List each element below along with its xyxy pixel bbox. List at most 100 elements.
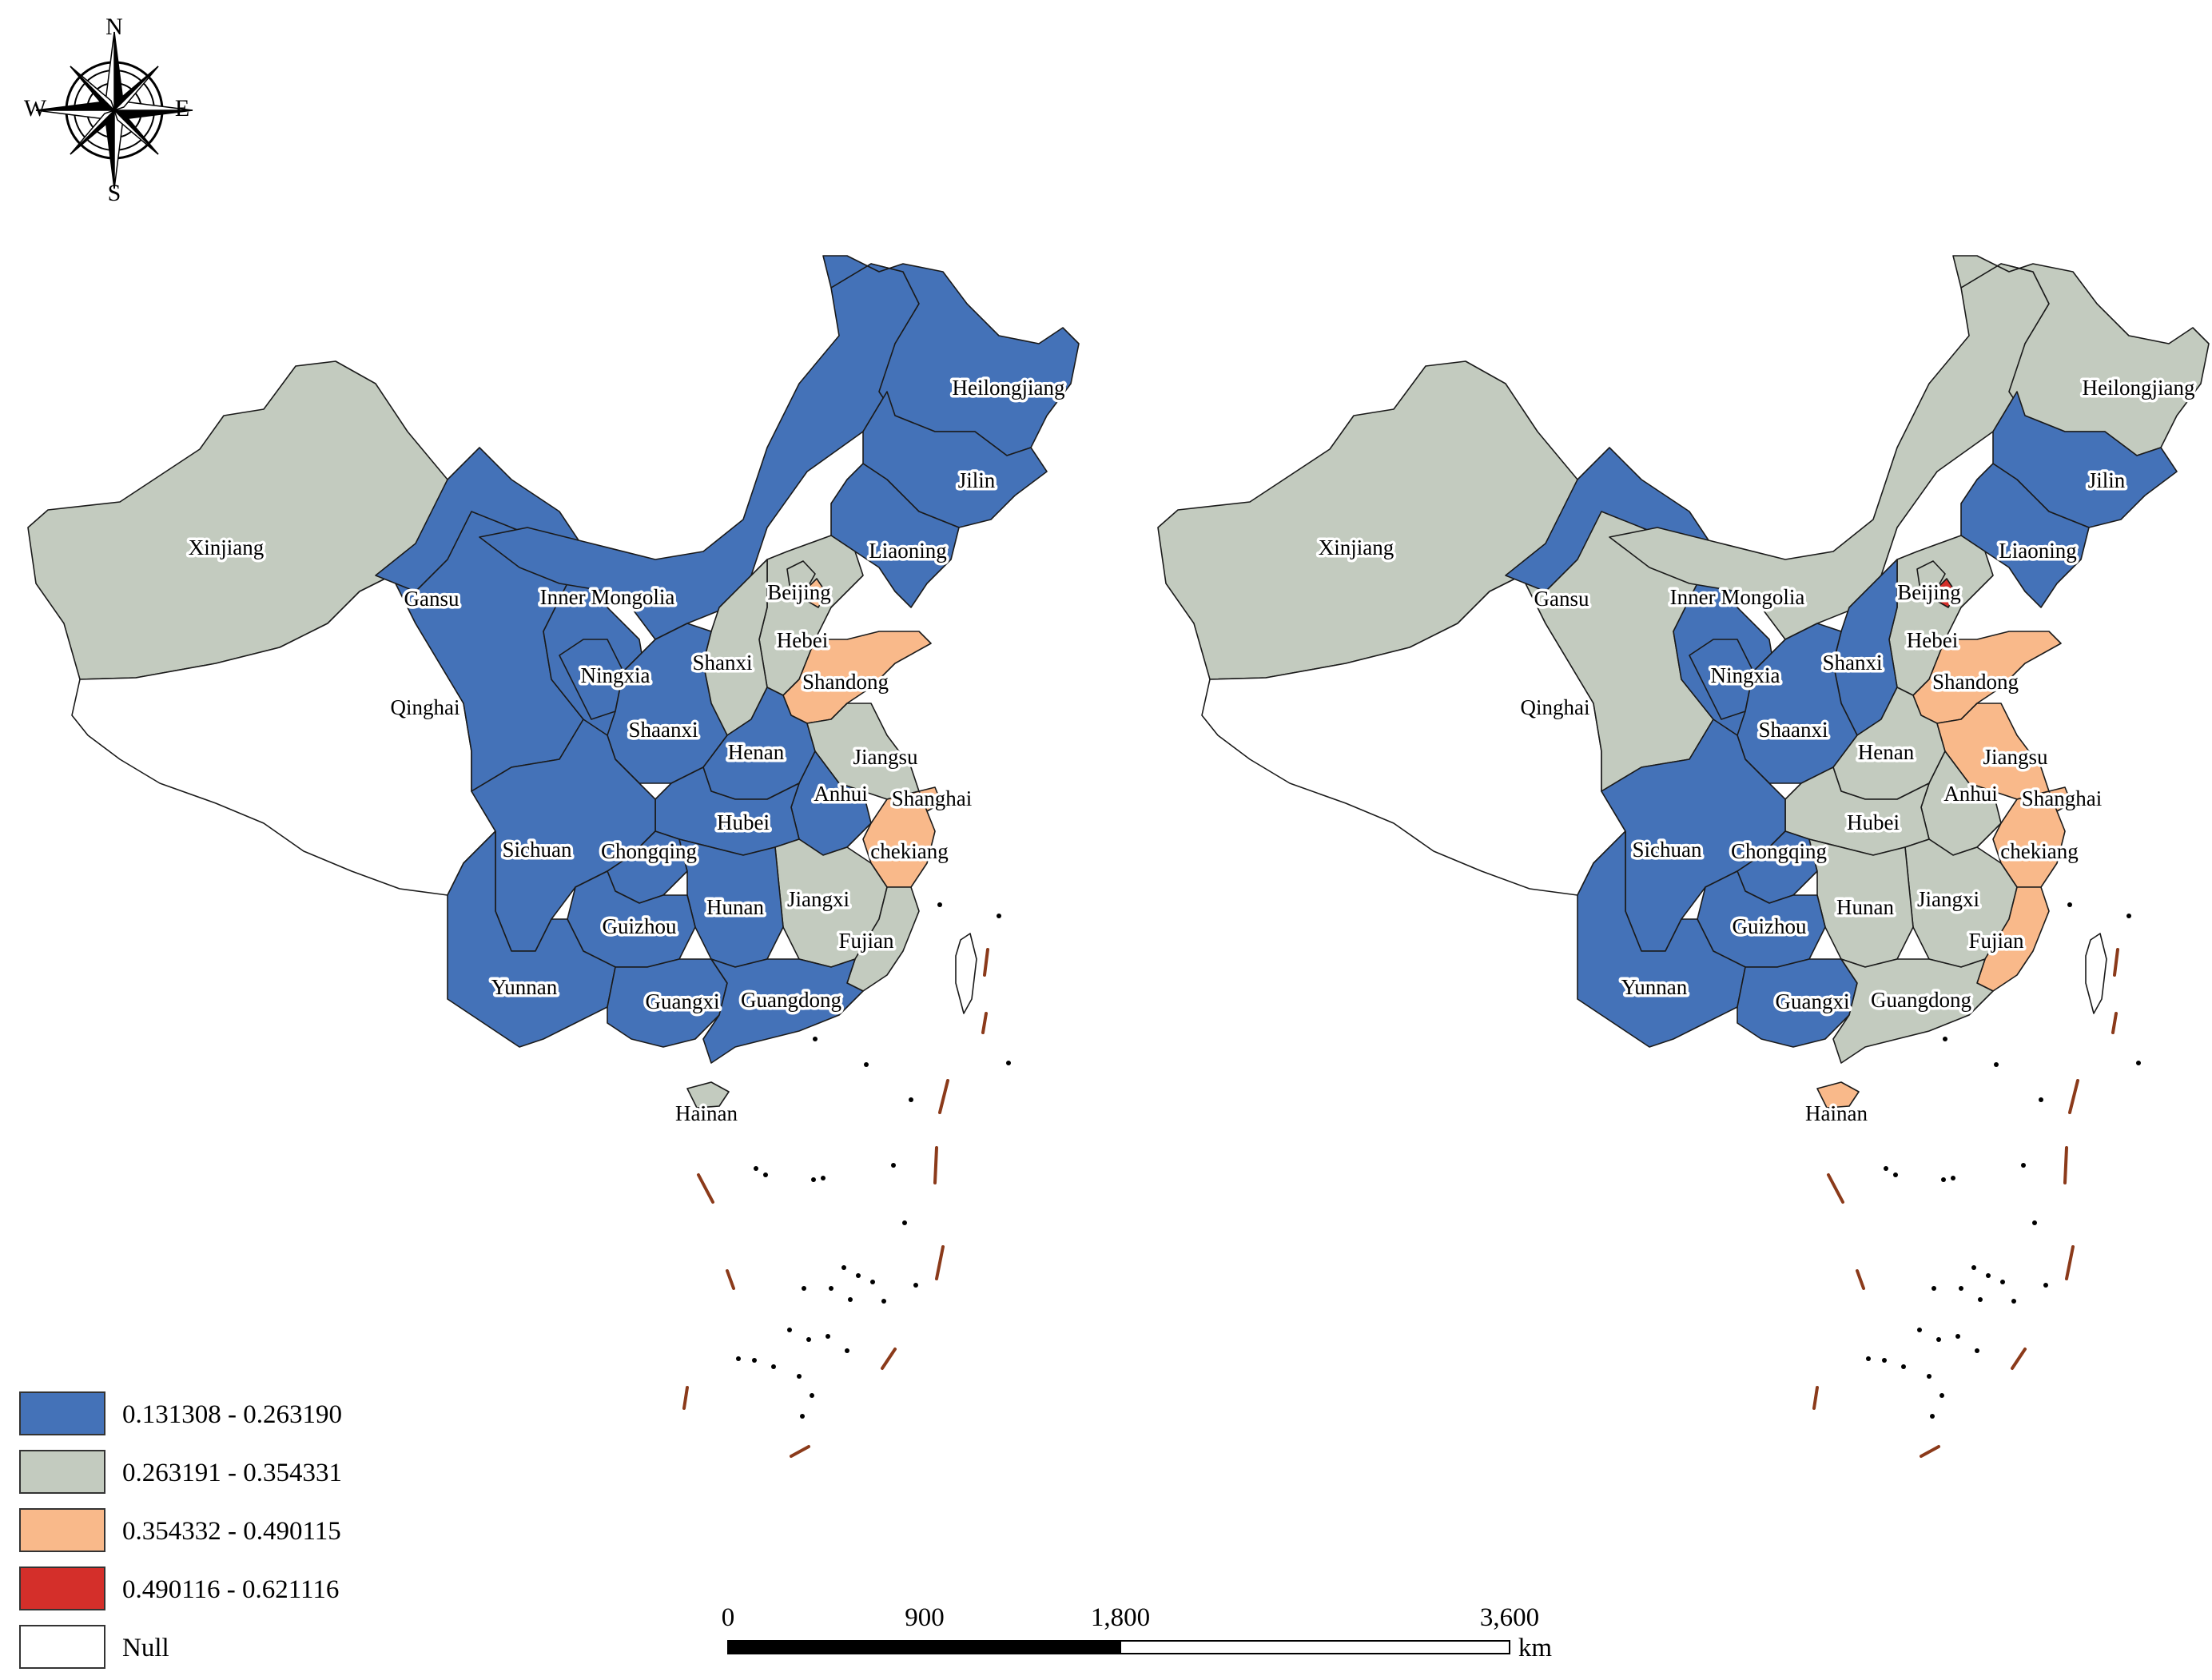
province-label-beijing: Beijing	[767, 580, 831, 604]
island-dot	[1971, 1265, 1976, 1270]
province-label-heilongjiang: Heilongjiang	[2083, 376, 2195, 400]
nine-dash-segment	[1812, 1386, 1819, 1410]
province-label-jiangxi: Jiangxi	[1917, 887, 1979, 911]
island-dot	[2043, 1283, 2048, 1288]
nine-dash-segment	[1920, 1445, 1940, 1458]
province-label-henan: Henan	[728, 740, 785, 764]
island-dot	[813, 1037, 818, 1041]
island-dot	[810, 1393, 814, 1398]
province-label-shanghai: Shanghai	[2022, 786, 2103, 810]
legend-swatch	[19, 1567, 105, 1610]
island-dot	[2039, 1097, 2043, 1102]
nine-dash-segment	[790, 1445, 810, 1458]
province-label-hainan: Hainan	[1805, 1101, 1868, 1125]
island-dot	[1884, 1166, 1888, 1171]
island-dot	[2067, 902, 2072, 907]
map-left: Xinjiang Gansu Inner Mongolia Heilongjiang J…	[27, 255, 1080, 1458]
scale-tick-1800: 1,800	[1091, 1603, 1150, 1632]
province-label-anhui: Anhui	[1943, 782, 1998, 806]
legend-swatch	[19, 1391, 105, 1435]
island-dot	[902, 1220, 907, 1225]
province-label-liaoning: Liaoning	[1999, 539, 2076, 563]
province-label-fujian: Fujian	[1968, 929, 2024, 953]
legend-swatch	[19, 1625, 105, 1669]
province-label-shanxi: Shanxi	[692, 651, 752, 675]
nine-dash-segment	[981, 1012, 988, 1034]
nine-dash-segment	[881, 1348, 897, 1370]
province-liaoning	[1960, 463, 2090, 608]
island-dot	[891, 1163, 896, 1168]
province-taiwan	[955, 933, 977, 1014]
island-dot	[752, 1358, 757, 1363]
island-dot	[1955, 1334, 1960, 1339]
province-liaoning	[830, 463, 960, 608]
province-label-gansu: Gansu	[404, 587, 460, 611]
scale-bar: 0 900 1,800 3,600 km	[722, 1603, 1553, 1662]
province-label-guizhou: Guizhou	[603, 914, 677, 938]
nine-dash-segment	[2063, 1146, 2068, 1184]
island-dot	[763, 1172, 768, 1177]
island-dot	[2000, 1280, 2005, 1284]
province-label-jiangxi: Jiangxi	[787, 887, 849, 911]
island-dot	[848, 1297, 853, 1302]
province-label-yunnan: Yunnan	[491, 975, 558, 999]
province-label-qinghai: Qinghai	[1521, 695, 1590, 719]
legend-label: Null	[122, 1634, 169, 1662]
island-dot	[797, 1374, 802, 1379]
province-label-guangxi: Guangxi	[1776, 989, 1850, 1013]
nine-dash-segment	[1856, 1269, 1865, 1290]
nine-dash-segment	[938, 1079, 949, 1114]
scale-unit: km	[1518, 1634, 1553, 1662]
legend-label: 0.354332 - 0.490115	[122, 1517, 341, 1546]
province-tianjin	[806, 578, 827, 608]
nine-dash-segment	[726, 1269, 735, 1290]
island-dot	[856, 1273, 861, 1278]
province-label-qinghai: Qinghai	[391, 695, 460, 719]
island-dot	[1893, 1172, 1898, 1177]
province-label-chekiang: chekiang	[870, 839, 948, 863]
province-guangxi	[607, 958, 728, 1048]
province-label-shandong: Shandong	[1932, 670, 2019, 694]
island-dot	[937, 902, 942, 907]
island-dot	[2011, 1299, 2016, 1304]
province-label-xinjiang: Xinjiang	[189, 535, 265, 559]
province-chekiang	[862, 790, 936, 888]
island-dot	[2126, 914, 2131, 918]
island-dot	[864, 1062, 869, 1067]
choropleth-maps: Xinjiang Gansu Inner Mongolia Heilongjiang J…	[27, 255, 2210, 1458]
island-dot	[802, 1286, 806, 1291]
island-dot	[736, 1356, 741, 1361]
island-dot	[841, 1265, 846, 1270]
province-label-chongqing: Chongqing	[1731, 839, 1827, 863]
island-dot	[997, 914, 1001, 918]
island-dot	[811, 1177, 816, 1182]
nine-dash-segment	[1827, 1173, 1844, 1204]
province-label-shaanxi: Shaanxi	[1759, 718, 1828, 742]
province-jilin	[862, 391, 1048, 528]
island-dot	[1986, 1273, 1991, 1278]
province-beijing	[1916, 560, 1946, 589]
province-label-jiangsu: Jiangsu	[1983, 745, 2049, 769]
legend-label: 0.263191 - 0.354331	[122, 1459, 342, 1487]
island-dot	[806, 1337, 811, 1342]
province-label-shanxi: Shanxi	[1822, 651, 1882, 675]
island-dot	[2136, 1061, 2141, 1065]
province-label-chekiang: chekiang	[2000, 839, 2078, 863]
scale-tick-900: 900	[905, 1603, 945, 1632]
legend: 0.131308 - 0.263190 0.263191 - 0.354331 0.…	[19, 1391, 342, 1669]
province-taiwan	[2085, 933, 2107, 1014]
province-guangdong	[1832, 958, 1994, 1064]
province-heilongjiang	[1952, 255, 2210, 456]
province-label-jilin: Jilin	[958, 468, 996, 492]
legend-swatch	[19, 1450, 105, 1494]
province-label-ningxia: Ningxia	[581, 663, 650, 687]
compass-s-label: S	[108, 180, 121, 206]
island-dot	[1975, 1348, 1979, 1353]
province-label-henan: Henan	[1858, 740, 1915, 764]
legend-label: 0.131308 - 0.263190	[122, 1400, 342, 1429]
legend-label: 0.490116 - 0.621116	[122, 1575, 339, 1604]
province-label-jilin: Jilin	[2088, 468, 2126, 492]
province-label-sichuan: Sichuan	[503, 838, 572, 862]
island-dot	[1936, 1337, 1941, 1342]
island-dot	[826, 1334, 830, 1339]
